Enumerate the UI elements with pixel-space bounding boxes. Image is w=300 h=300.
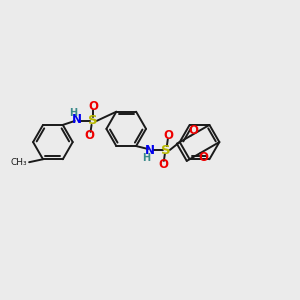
Text: O: O bbox=[158, 158, 168, 171]
Text: N: N bbox=[145, 143, 155, 157]
Text: S: S bbox=[161, 143, 171, 157]
Text: S: S bbox=[88, 115, 97, 128]
Text: O: O bbox=[85, 129, 94, 142]
Text: H: H bbox=[69, 108, 77, 118]
Text: O: O bbox=[188, 124, 199, 137]
Text: H: H bbox=[142, 153, 150, 163]
Text: O: O bbox=[88, 100, 98, 112]
Text: O: O bbox=[198, 152, 208, 164]
Text: O: O bbox=[164, 129, 174, 142]
Text: N: N bbox=[72, 113, 82, 127]
Text: CH₃: CH₃ bbox=[11, 158, 27, 167]
